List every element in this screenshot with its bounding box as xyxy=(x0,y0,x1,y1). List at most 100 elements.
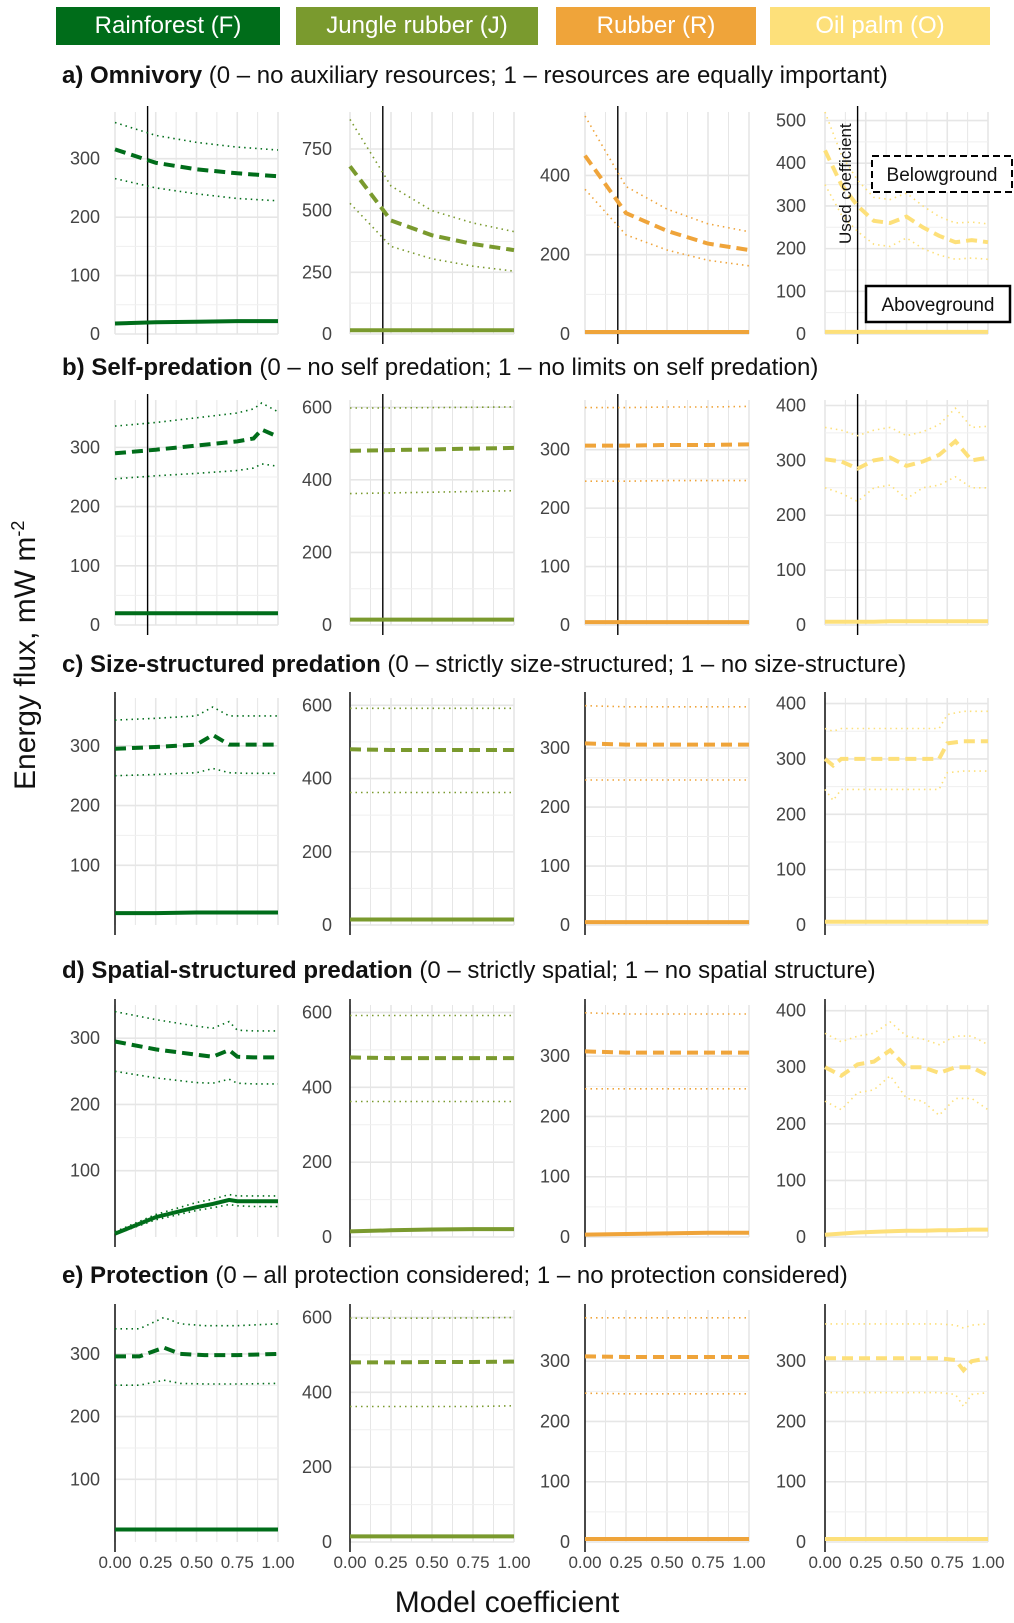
aboveground-line xyxy=(115,910,278,916)
y-tick-label: 100 xyxy=(540,1167,570,1187)
belowground-line xyxy=(585,442,750,448)
panel-name: Spatial-structured predation xyxy=(91,957,412,984)
y-tick-label: 0 xyxy=(560,1532,570,1552)
y-tick-label: 300 xyxy=(776,749,806,769)
y-tick-label: 100 xyxy=(776,860,806,880)
legend-rubber-label: Rubber (R) xyxy=(596,12,716,39)
y-tick-label: 0 xyxy=(90,615,100,635)
panel-description: (0 – no self predation; 1 – no limits on… xyxy=(253,354,819,381)
x-tick-label: 0.75 xyxy=(931,1553,964,1572)
y-tick-label: 200 xyxy=(540,1411,570,1431)
panel-name: Omnivory xyxy=(90,62,203,89)
x-tick-label: 0.25 xyxy=(139,1553,172,1572)
aboveground-line xyxy=(114,319,278,326)
belowground-line xyxy=(349,445,515,453)
belowground-legend-box xyxy=(871,155,1013,193)
belowground-lower-bound xyxy=(824,770,988,802)
belowground-line xyxy=(583,154,750,252)
belowground-line xyxy=(114,732,278,751)
x-axis-label: Model coefficient xyxy=(394,1586,620,1619)
y-tick-label: 400 xyxy=(776,1001,806,1021)
x-tick-label: 0.00 xyxy=(333,1553,366,1572)
y-tick-label: 0 xyxy=(560,324,570,344)
x-tick-label: 0.75 xyxy=(221,1553,254,1572)
y-tick-label: 0 xyxy=(560,615,570,635)
belowground-line xyxy=(114,147,279,179)
legend-jungle-rubber-label: Jungle rubber (J) xyxy=(326,12,508,39)
y-tick-label: 300 xyxy=(540,738,570,758)
legend-oil-palm: Oil palm (O) xyxy=(770,7,990,45)
belowground-line xyxy=(115,1345,279,1359)
y-tick-label: 0 xyxy=(796,1532,806,1552)
aboveground-line xyxy=(825,619,988,624)
y-tick-label: 0 xyxy=(796,615,806,635)
subplot-jungle: 0 200 400 600 xyxy=(302,394,515,635)
y-tick-label: 0 xyxy=(322,1532,332,1552)
belowground-upper-bound xyxy=(349,118,515,233)
panel-letter: c) xyxy=(62,651,90,678)
y-tick-label: 300 xyxy=(540,1046,570,1066)
panel-name: Protection xyxy=(90,1262,209,1289)
belowground-lower-bound xyxy=(349,202,515,272)
y-tick-label: 0 xyxy=(560,915,570,935)
y-tick-label: 200 xyxy=(302,842,332,862)
subplot-jungle: 0 200 400 600 xyxy=(302,1304,515,1552)
y-tick-label: 300 xyxy=(70,736,100,756)
y-tick-label: 100 xyxy=(540,856,570,876)
x-tick-label: 0.75 xyxy=(691,1553,724,1572)
y-tick-label: 200 xyxy=(302,542,332,562)
x-tick-label: 0.00 xyxy=(808,1553,841,1572)
legend-rainforest: Rainforest (F) xyxy=(56,7,280,45)
belowground-line xyxy=(584,1049,749,1055)
y-tick-label: 100 xyxy=(70,266,100,286)
subplot-jungle: 0 250 500 750 xyxy=(302,106,515,344)
subplot-jungle: 0 200 400 600 xyxy=(302,999,515,1247)
panel-size-structured-predation: c) Size-structured predation (0 – strict… xyxy=(62,651,989,935)
y-tick-label: 500 xyxy=(302,201,332,221)
belowground-lower-bound xyxy=(824,1074,989,1117)
y-tick-label: 0 xyxy=(560,1227,570,1247)
belowground-upper-bound xyxy=(114,402,279,427)
belowground-lower-bound xyxy=(584,188,750,267)
aboveground-line xyxy=(824,1227,988,1237)
belowground-line xyxy=(823,149,989,245)
panel-letter: a) xyxy=(62,62,90,89)
belowground-upper-bound xyxy=(824,710,988,733)
y-tick-label: 300 xyxy=(70,1028,100,1048)
y-tick-label: 400 xyxy=(540,165,570,185)
legend: Rainforest (F) Jungle rubber (J) Rubber … xyxy=(0,0,1014,52)
y-tick-label: 0 xyxy=(322,324,332,344)
panel-letter: d) xyxy=(62,957,91,984)
y-tick-label: 100 xyxy=(776,281,806,301)
panel-spatial-structured-predation: d) Spatial-structured predation (0 – str… xyxy=(62,957,989,1247)
y-tick-label: 200 xyxy=(776,1411,806,1431)
x-tick-label: 0.25 xyxy=(609,1553,642,1572)
subplot-oilpalm: 0 100 200 300 400 xyxy=(776,692,989,935)
legend-rainforest-label: Rainforest (F) xyxy=(94,12,242,39)
y-tick-label: 100 xyxy=(70,1469,100,1489)
subplot-rainforest: 100 200 300 xyxy=(70,999,279,1247)
y-tick-label: 0 xyxy=(796,1227,806,1247)
y-tick-label: 300 xyxy=(540,1351,570,1371)
panel-letter: e) xyxy=(62,1262,90,1289)
subplot-rainforest: 0 100 200 300 xyxy=(70,394,279,635)
x-tick-label: 0.00 xyxy=(98,1553,131,1572)
subplot-oilpalm: 0 100 200 300 400 xyxy=(776,394,989,635)
y-axis-label-exponent: -2 xyxy=(8,520,28,537)
y-axis-label: Energy flux, mW m-2 xyxy=(8,521,43,790)
belowground-upper-bound xyxy=(114,706,278,721)
x-tick-label: 0.25 xyxy=(374,1553,407,1572)
y-tick-label: 200 xyxy=(776,1114,806,1134)
x-tick-label: 1.00 xyxy=(261,1553,294,1572)
y-tick-label: 300 xyxy=(776,1057,806,1077)
y-tick-label: 400 xyxy=(302,1077,332,1097)
subplot-rubber: 0 100 200 300 xyxy=(540,1304,750,1552)
belowground-line xyxy=(584,1354,749,1359)
belowground-line xyxy=(349,747,514,752)
x-tick-label: 1.00 xyxy=(971,1553,1004,1572)
y-tick-label: 600 xyxy=(302,397,332,417)
y-tick-label: 300 xyxy=(70,1344,100,1364)
belowground-upper-bound xyxy=(114,121,279,151)
panel-title-size-structured-predation: c) Size-structured predation (0 – strict… xyxy=(62,651,906,678)
panel-self-predation: b) Self-predation (0 – no self predation… xyxy=(62,354,989,635)
